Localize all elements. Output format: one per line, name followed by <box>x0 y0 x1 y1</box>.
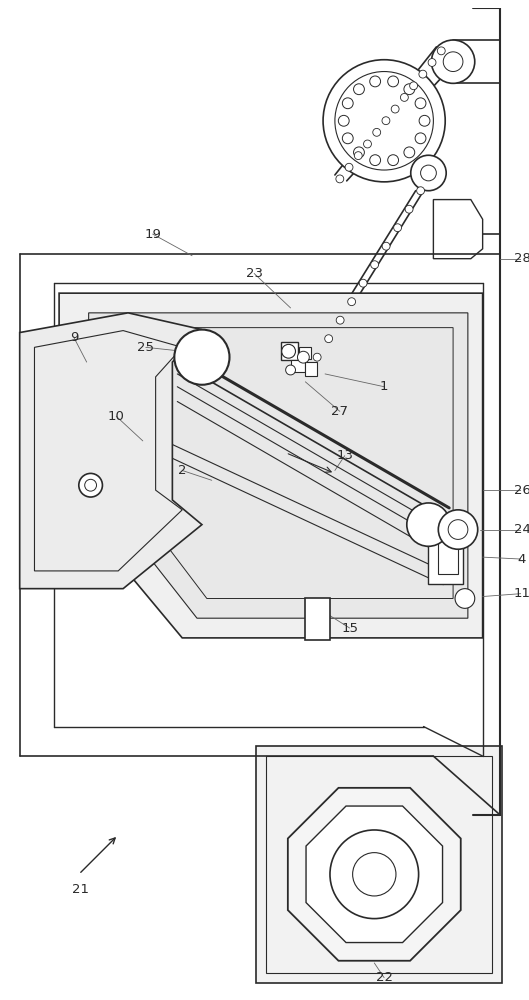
Circle shape <box>336 175 344 183</box>
Polygon shape <box>433 200 482 259</box>
Bar <box>428 530 463 584</box>
Circle shape <box>286 365 296 375</box>
Circle shape <box>363 140 371 148</box>
Polygon shape <box>89 313 468 618</box>
Text: 1: 1 <box>380 380 388 393</box>
Circle shape <box>353 853 396 896</box>
Text: 21: 21 <box>72 883 89 896</box>
Text: 15: 15 <box>341 622 358 635</box>
Circle shape <box>404 147 415 158</box>
Circle shape <box>411 155 446 191</box>
Circle shape <box>79 473 103 497</box>
Circle shape <box>382 242 390 250</box>
Text: 25: 25 <box>138 341 154 354</box>
Circle shape <box>415 98 426 109</box>
Text: 11: 11 <box>514 587 529 600</box>
Circle shape <box>345 163 353 171</box>
Circle shape <box>419 115 430 126</box>
Circle shape <box>421 165 436 181</box>
Circle shape <box>409 82 417 90</box>
Bar <box>305 598 330 640</box>
Circle shape <box>388 155 398 166</box>
Bar <box>299 347 311 359</box>
Text: 9: 9 <box>70 331 78 344</box>
Polygon shape <box>306 806 443 943</box>
Circle shape <box>388 76 398 87</box>
Circle shape <box>336 316 344 324</box>
Circle shape <box>415 133 426 144</box>
Circle shape <box>432 40 475 83</box>
Circle shape <box>448 520 468 539</box>
Circle shape <box>335 72 433 170</box>
Circle shape <box>348 298 355 306</box>
Circle shape <box>371 261 379 269</box>
Circle shape <box>428 59 436 66</box>
Circle shape <box>437 47 445 55</box>
Circle shape <box>85 479 96 491</box>
Text: 24: 24 <box>514 523 529 536</box>
Bar <box>281 342 298 360</box>
Circle shape <box>282 344 296 358</box>
Polygon shape <box>256 746 503 983</box>
Text: 2: 2 <box>178 464 186 477</box>
Circle shape <box>404 84 415 95</box>
Text: 4: 4 <box>518 553 526 566</box>
Circle shape <box>455 589 475 608</box>
Circle shape <box>407 503 450 546</box>
Text: 23: 23 <box>245 267 262 280</box>
Text: 10: 10 <box>108 410 125 423</box>
Circle shape <box>339 115 349 126</box>
Circle shape <box>323 60 445 182</box>
Circle shape <box>419 70 427 78</box>
Circle shape <box>400 93 408 101</box>
Polygon shape <box>20 313 202 589</box>
Circle shape <box>417 187 425 195</box>
Text: 22: 22 <box>376 971 393 984</box>
Circle shape <box>359 279 367 287</box>
Text: 26: 26 <box>514 484 529 497</box>
Circle shape <box>370 76 380 87</box>
Circle shape <box>342 133 353 144</box>
Circle shape <box>394 224 402 232</box>
Bar <box>305 362 317 376</box>
Polygon shape <box>288 788 461 961</box>
Circle shape <box>370 155 380 166</box>
Circle shape <box>373 128 381 136</box>
Circle shape <box>330 830 418 919</box>
Circle shape <box>313 353 321 361</box>
Circle shape <box>354 152 362 160</box>
Text: 27: 27 <box>331 405 348 418</box>
Circle shape <box>353 84 364 95</box>
Circle shape <box>342 98 353 109</box>
Circle shape <box>175 330 230 385</box>
Bar <box>439 539 458 574</box>
Circle shape <box>405 205 413 213</box>
Circle shape <box>353 147 364 158</box>
Text: 28: 28 <box>514 252 529 265</box>
Circle shape <box>391 105 399 113</box>
Circle shape <box>443 52 463 72</box>
Circle shape <box>325 335 333 343</box>
Circle shape <box>297 351 309 363</box>
Circle shape <box>439 510 478 549</box>
Circle shape <box>382 117 390 125</box>
Polygon shape <box>59 293 482 638</box>
Text: 13: 13 <box>336 449 353 462</box>
Bar <box>290 360 305 372</box>
Text: 19: 19 <box>144 228 161 241</box>
